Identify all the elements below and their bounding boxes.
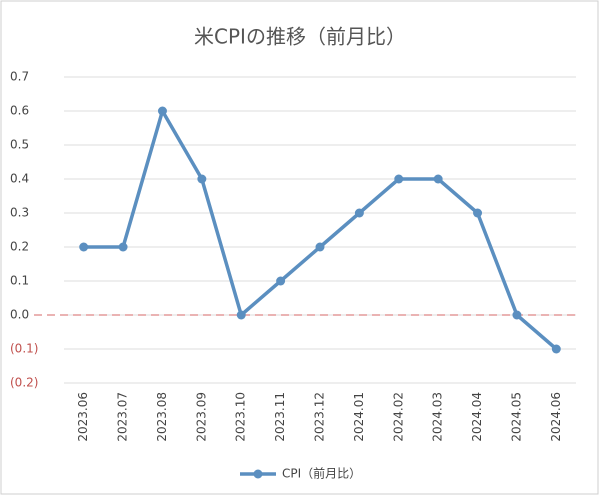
data-point [354,208,364,218]
x-tick-label: 2023.11 [273,392,287,442]
y-tick-label: 0.3 [10,206,29,220]
x-tick-label: 2023.09 [194,392,208,442]
data-point [236,310,246,320]
x-tick-label: 2024.02 [391,392,405,442]
data-point [157,106,167,116]
data-point [433,174,443,184]
data-point [315,242,325,252]
data-point [551,344,561,354]
y-tick-label: 0.4 [10,172,29,186]
x-tick-label: 2024.06 [549,392,563,442]
y-tick-label: (0.2) [10,376,38,390]
legend-label: CPI（前月比） [282,466,361,481]
x-tick-label: 2024.01 [352,392,366,442]
data-point [118,242,128,252]
x-tick-label: 2024.05 [509,392,523,442]
y-tick-label: 0.2 [10,240,29,254]
y-tick-label: 0.5 [10,138,29,152]
x-tick-label: 2024.03 [431,392,445,442]
y-tick-label: 0.0 [10,308,29,322]
x-tick-label: 2023.06 [76,392,90,442]
data-point [473,208,483,218]
x-tick-label: 2024.04 [470,392,484,442]
data-point [79,242,89,252]
x-tick-label: 2023.12 [313,392,327,442]
y-tick-label: 0.6 [10,104,29,118]
data-point [394,174,404,184]
data-point [197,174,207,184]
data-point [512,310,522,320]
legend-marker [253,469,263,479]
y-tick-label: 0.1 [10,274,29,288]
y-tick-label: 0.7 [10,70,29,84]
y-tick-label: (0.1) [10,342,38,356]
data-point [276,276,286,286]
x-tick-label: 2023.08 [155,392,169,442]
x-tick-label: 2023.07 [116,392,130,442]
x-tick-label: 2023.10 [234,392,248,442]
chart-title: 米CPIの推移（前月比） [194,25,406,49]
